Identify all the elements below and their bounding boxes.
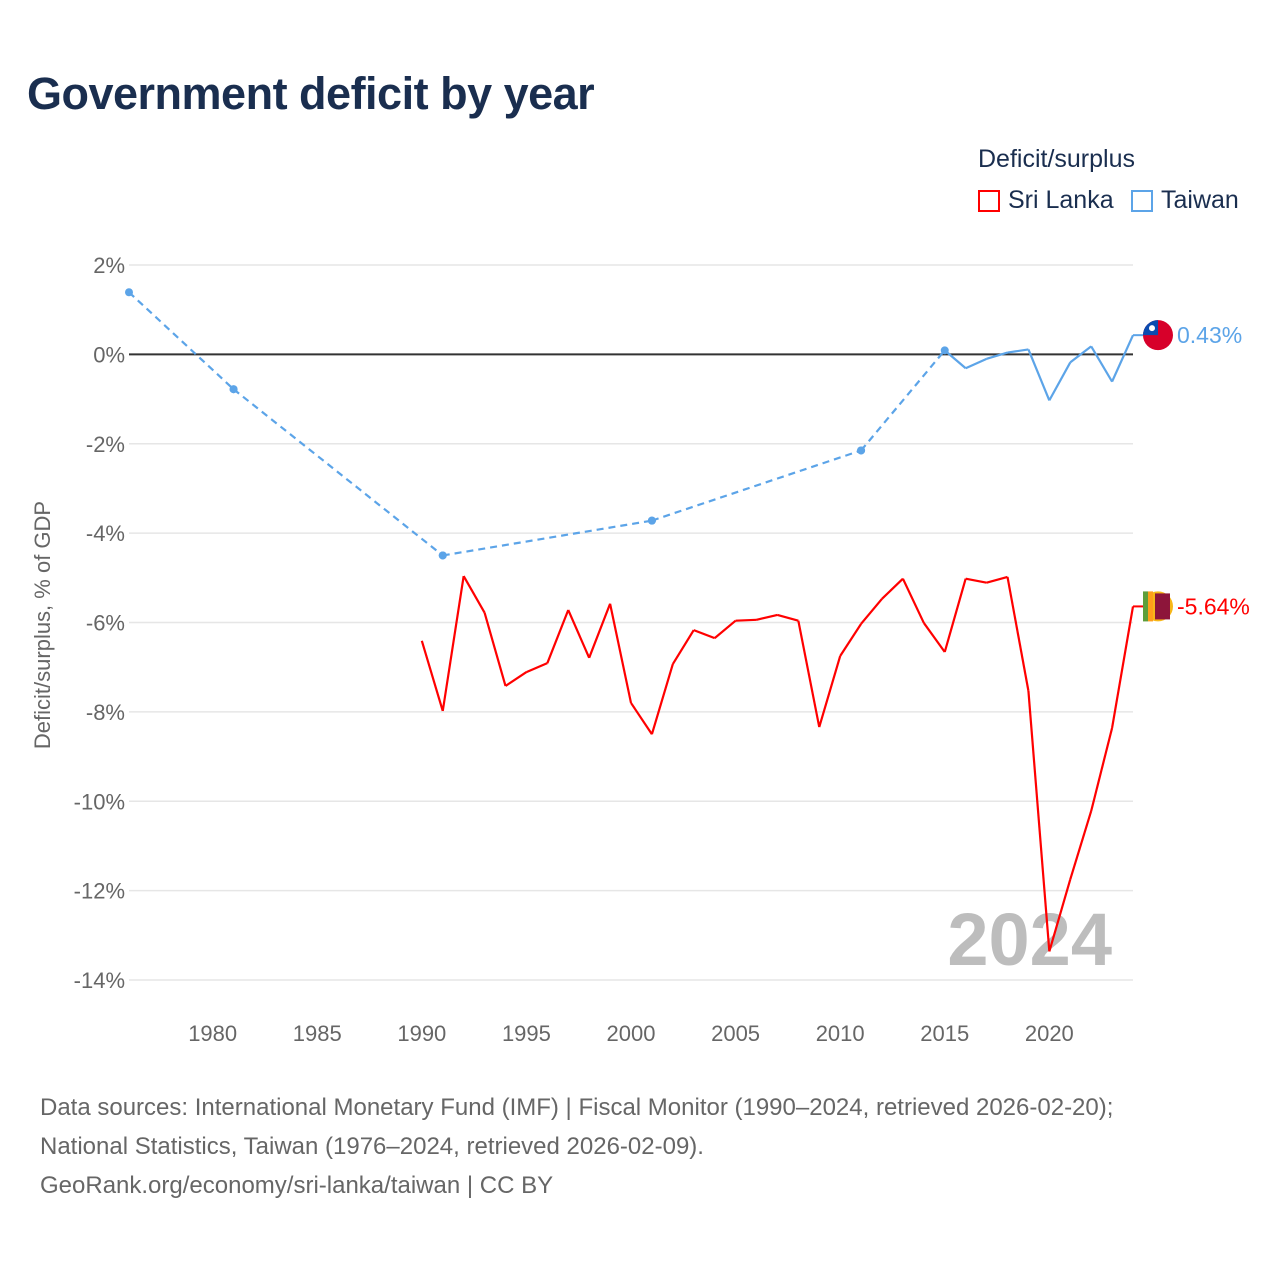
y-tick-label: 0% xyxy=(93,342,125,367)
series-segment xyxy=(944,349,967,370)
series-segment xyxy=(965,577,987,584)
series-segment xyxy=(1090,345,1114,383)
legend-swatch xyxy=(978,189,1000,212)
series-segment xyxy=(609,603,633,704)
x-tick-label: 2010 xyxy=(816,1021,865,1046)
data-point xyxy=(857,446,866,455)
series-segment xyxy=(420,640,444,712)
x-tick-label: 2005 xyxy=(711,1021,760,1046)
series-segment xyxy=(693,629,716,640)
y-tick-label: -14% xyxy=(74,968,125,993)
series-segment xyxy=(881,577,904,600)
x-tick-label: 2015 xyxy=(920,1021,969,1046)
series-segment xyxy=(630,702,653,735)
x-tick-label: 1985 xyxy=(293,1021,342,1046)
series-segment xyxy=(525,662,548,674)
series-segment xyxy=(1048,879,1072,952)
year-watermark: 2024 xyxy=(947,898,1112,981)
series-segment xyxy=(1111,334,1135,383)
x-tick-label: 1995 xyxy=(502,1021,551,1046)
series-segment xyxy=(441,575,465,712)
series-segment xyxy=(713,619,737,639)
source-line-1: Data sources: International Monetary Fun… xyxy=(40,1094,1114,1121)
legend-item-taiwan[interactable]: Taiwan xyxy=(1131,186,1239,215)
series-segment xyxy=(1048,361,1072,401)
x-tick-label: 2020 xyxy=(1025,1021,1074,1046)
x-tick-label: 1980 xyxy=(188,1021,237,1046)
series-segment xyxy=(483,612,507,687)
series-segment xyxy=(504,671,528,687)
source-line-2: National Statistics, Taiwan (1976–2024, … xyxy=(40,1133,704,1160)
series-segment xyxy=(1007,348,1029,354)
chart-title: Government deficit by year xyxy=(27,68,595,119)
series-segment xyxy=(1069,810,1093,880)
y-tick-label: -2% xyxy=(86,432,125,457)
y-tick-label: -8% xyxy=(86,700,125,725)
legend-swatch xyxy=(1131,189,1153,212)
series-segment xyxy=(671,629,695,665)
flag-sun xyxy=(1149,325,1155,332)
series-segment xyxy=(1027,690,1051,952)
y-tick-label: -4% xyxy=(86,521,125,546)
series-segment xyxy=(860,349,946,452)
series-segment xyxy=(462,575,486,614)
series-segment xyxy=(1006,576,1030,692)
y-tick-label: -6% xyxy=(86,611,125,636)
series-segment xyxy=(756,613,778,621)
series-segment xyxy=(818,655,842,728)
series-segment xyxy=(965,357,988,370)
series-segment xyxy=(943,578,967,653)
y-tick-label: -12% xyxy=(74,879,125,904)
series-segment xyxy=(860,598,883,625)
series-segment xyxy=(442,519,653,557)
series-segment xyxy=(651,449,862,522)
series-segment xyxy=(922,622,946,653)
series-segment xyxy=(839,623,863,657)
y-tick-label: -10% xyxy=(74,789,125,814)
series-segment xyxy=(567,609,591,659)
data-point xyxy=(647,516,656,525)
series-segment xyxy=(650,663,674,735)
series-segment xyxy=(797,620,821,728)
end-value-label: -5.64% xyxy=(1177,593,1250,619)
series-segment xyxy=(1090,727,1114,812)
flag-field xyxy=(1155,593,1170,620)
series-segment xyxy=(1110,606,1135,729)
data-point xyxy=(438,551,447,560)
end-value-label: 0.43% xyxy=(1177,322,1242,348)
legend-label: Sri Lanka xyxy=(1008,186,1114,214)
series-segment xyxy=(901,578,925,624)
legend-item-sri-lanka[interactable]: Sri Lanka xyxy=(978,186,1114,215)
series-segment xyxy=(1027,349,1051,401)
data-point xyxy=(229,385,238,394)
legend-label: Taiwan xyxy=(1161,186,1239,214)
data-point xyxy=(125,288,133,297)
series-segment xyxy=(1069,345,1092,364)
flag-stripe xyxy=(1148,591,1153,622)
x-tick-label: 1990 xyxy=(397,1021,446,1046)
series-segment xyxy=(777,613,799,622)
footer: Data sources: International Monetary Fun… xyxy=(40,1088,1113,1205)
x-tick-label: 2000 xyxy=(607,1021,656,1046)
series-segment xyxy=(588,603,612,659)
y-tick-label: 2% xyxy=(93,253,125,278)
series-segment xyxy=(986,351,1008,360)
series-segment xyxy=(232,388,444,557)
flag-stripe xyxy=(1143,591,1148,622)
legend-title: Deficit/surplus xyxy=(978,145,1135,173)
source-line-3[interactable]: GeoRank.org/economy/sri-lanka/taiwan | C… xyxy=(40,1172,554,1199)
series-segment xyxy=(546,609,570,664)
y-axis-label: Deficit/surplus, % of GDP xyxy=(30,501,55,749)
series-segment xyxy=(735,618,757,622)
series-segment xyxy=(128,291,235,391)
series-segment xyxy=(986,575,1008,584)
